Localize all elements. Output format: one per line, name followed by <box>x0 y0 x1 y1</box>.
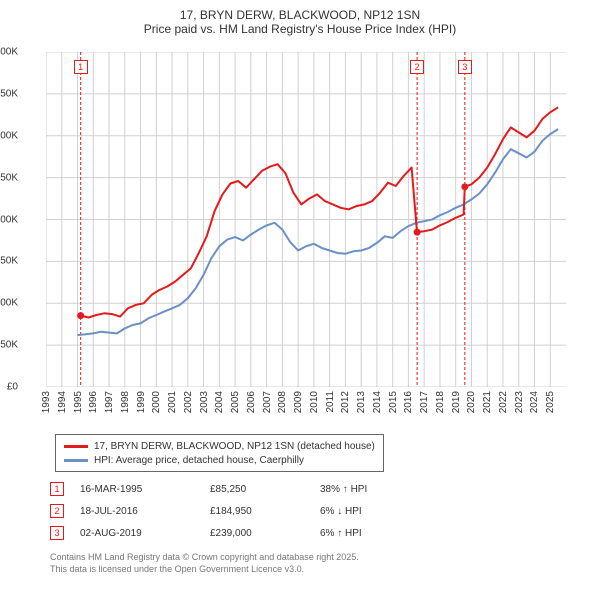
x-axis-label: 2022 <box>498 391 509 413</box>
x-axis-label: 1993 <box>41 391 52 413</box>
x-axis-label: 1997 <box>104 391 115 413</box>
legend-label: 17, BRYN DERW, BLACKWOOD, NP12 1SN (deta… <box>94 441 375 452</box>
sale-marker-box: 1 <box>50 482 64 496</box>
x-axis-label: 2010 <box>309 391 320 413</box>
sale-row: 2 18-JUL-2016£184,9506% ↓ HPI <box>50 500 420 522</box>
x-axis-label: 2019 <box>451 391 462 413</box>
x-axis-label: 2024 <box>529 391 540 413</box>
x-axis-label: 2004 <box>214 391 225 413</box>
chart-title: 17, BRYN DERW, BLACKWOOD, NP12 1SN <box>0 0 600 22</box>
x-axis-label: 2000 <box>151 391 162 413</box>
sale-date: 16-MAR-1995 <box>80 484 210 495</box>
sale-marker-1: 1 <box>74 60 88 74</box>
legend-swatch <box>64 459 88 462</box>
x-axis-label: 2016 <box>403 391 414 413</box>
x-axis-label: 2008 <box>277 391 288 413</box>
legend-row: 17, BRYN DERW, BLACKWOOD, NP12 1SN (deta… <box>64 439 375 453</box>
x-axis-label: 2002 <box>183 391 194 413</box>
legend-row: HPI: Average price, detached house, Caer… <box>64 453 375 467</box>
x-axis-label: 2011 <box>325 391 336 413</box>
sale-date: 02-AUG-2019 <box>80 528 210 539</box>
x-axis-label: 2018 <box>435 391 446 413</box>
chart-area: 123£0£50K£100K£150K£200K£250K£300K£350K£… <box>10 52 566 428</box>
x-axis-label: 1999 <box>136 391 147 413</box>
y-axis-label: £400K <box>0 47 18 58</box>
sale-delta: 6% ↓ HPI <box>320 506 420 517</box>
legend-swatch <box>64 445 88 448</box>
y-axis-label: £0 <box>7 382 18 393</box>
x-axis-label: 2014 <box>372 391 383 413</box>
plot-region <box>46 52 566 387</box>
sales-table: 1 16-MAR-1995£85,25038% ↑ HPI 2 18-JUL-2016… <box>50 478 420 544</box>
sale-marker-3: 3 <box>458 60 472 74</box>
y-axis-label: £150K <box>0 256 18 267</box>
plot-svg <box>46 52 566 387</box>
x-axis-label: 2023 <box>514 391 525 413</box>
sale-date: 18-JUL-2016 <box>80 506 210 517</box>
x-axis-label: 2001 <box>167 391 178 413</box>
y-axis-label: £50K <box>0 340 18 351</box>
sale-row: 1 16-MAR-1995£85,25038% ↑ HPI <box>50 478 420 500</box>
x-axis-label: 2007 <box>262 391 273 413</box>
x-axis-label: 2009 <box>293 391 304 413</box>
y-axis-label: £200K <box>0 214 18 225</box>
y-axis-label: £100K <box>0 298 18 309</box>
x-axis-label: 1994 <box>57 391 68 413</box>
sale-row: 3 02-AUG-2019£239,0006% ↑ HPI <box>50 522 420 544</box>
x-axis-label: 2012 <box>340 391 351 413</box>
x-axis-label: 2006 <box>246 391 257 413</box>
legend-label: HPI: Average price, detached house, Caer… <box>94 455 304 466</box>
x-axis-label: 1995 <box>73 391 84 413</box>
x-axis-label: 2021 <box>482 391 493 413</box>
x-axis-label: 2013 <box>356 391 367 413</box>
footer-line: Contains HM Land Registry data © Crown c… <box>50 552 359 564</box>
x-axis-label: 2005 <box>230 391 241 413</box>
sale-price: £85,250 <box>210 484 320 495</box>
sale-delta: 38% ↑ HPI <box>320 484 420 495</box>
legend: 17, BRYN DERW, BLACKWOOD, NP12 1SN (deta… <box>55 434 384 472</box>
sale-marker-box: 2 <box>50 504 64 518</box>
x-axis-label: 2025 <box>545 391 556 413</box>
x-axis-label: 2017 <box>419 391 430 413</box>
chart-subtitle: Price paid vs. HM Land Registry's House … <box>0 22 600 36</box>
footer-line: This data is licensed under the Open Gov… <box>50 564 359 576</box>
footer-attribution: Contains HM Land Registry data © Crown c… <box>50 552 359 575</box>
x-axis-label: 1996 <box>88 391 99 413</box>
x-axis-label: 2003 <box>199 391 210 413</box>
y-axis-label: £250K <box>0 172 18 183</box>
x-axis-label: 1998 <box>120 391 131 413</box>
y-axis-label: £300K <box>0 130 18 141</box>
sale-price: £239,000 <box>210 528 320 539</box>
sale-delta: 6% ↑ HPI <box>320 528 420 539</box>
x-axis-label: 2015 <box>388 391 399 413</box>
sale-marker-box: 3 <box>50 526 64 540</box>
y-axis-label: £350K <box>0 88 18 99</box>
sale-marker-2: 2 <box>410 60 424 74</box>
sale-price: £184,950 <box>210 506 320 517</box>
x-axis-label: 2020 <box>466 391 477 413</box>
